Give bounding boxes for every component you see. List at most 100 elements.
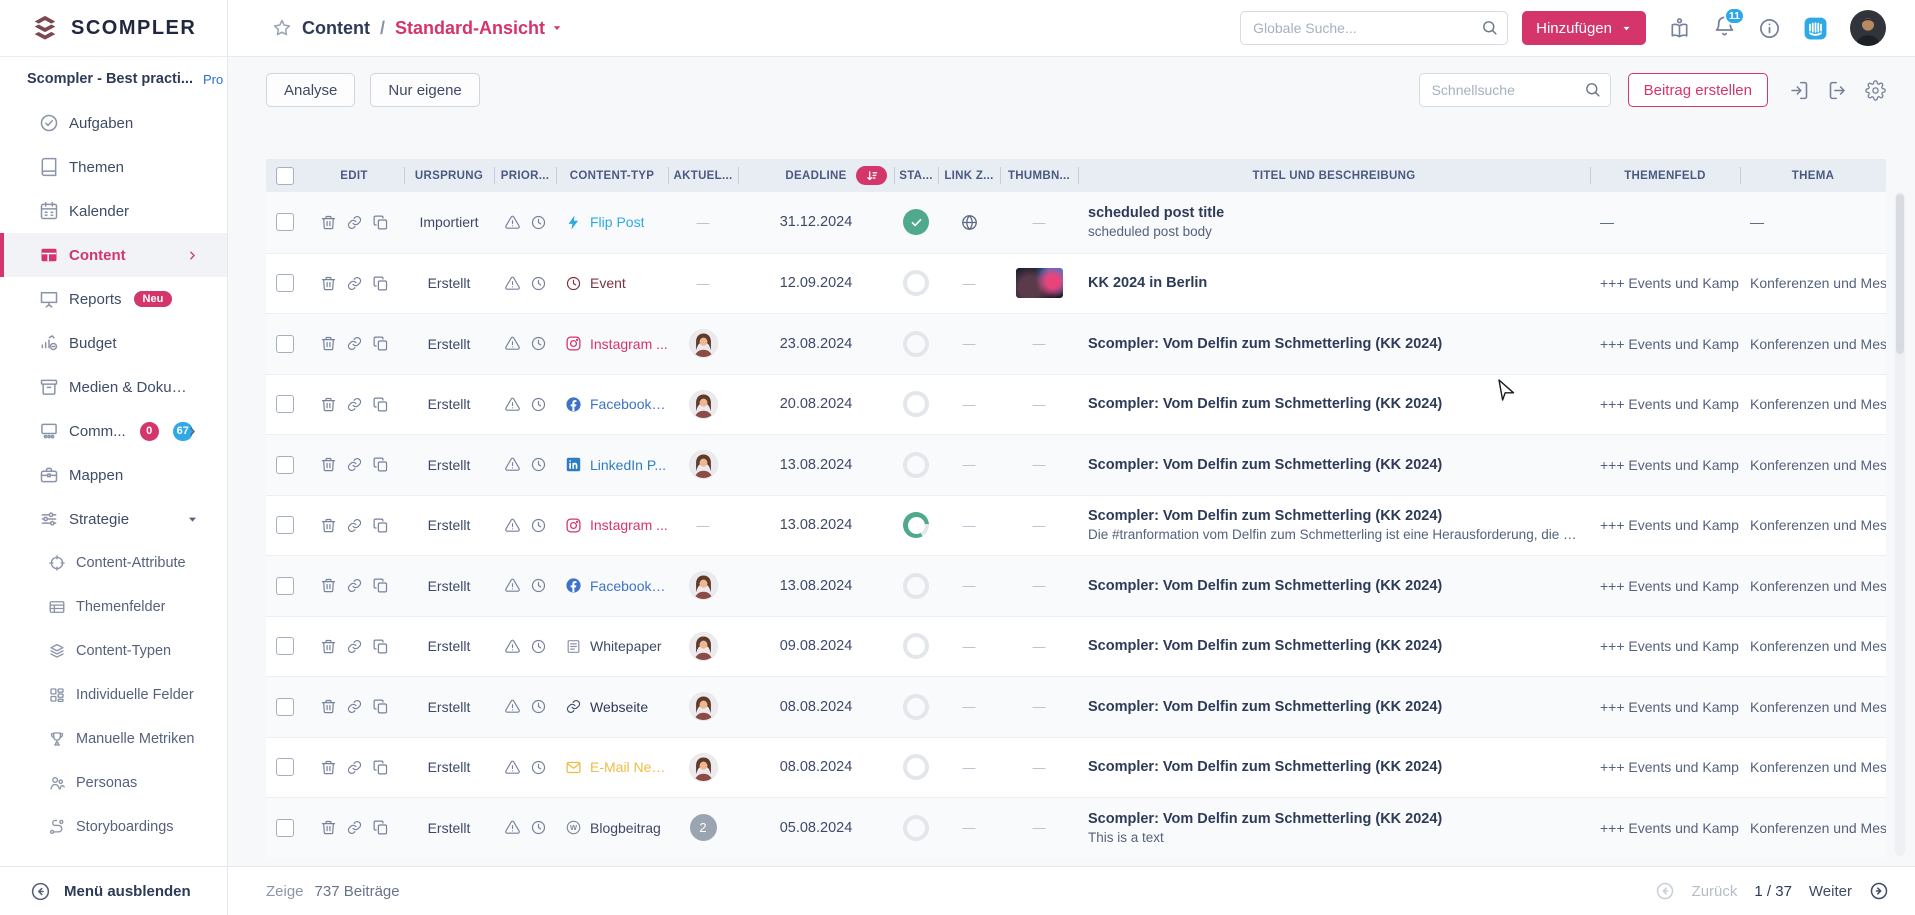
link-icon[interactable]	[346, 275, 363, 292]
notifications-button[interactable]: 11	[1713, 7, 1745, 42]
warning-triangle-icon[interactable]	[504, 275, 521, 292]
row-checkbox[interactable]	[276, 395, 294, 414]
warning-triangle-icon[interactable]	[504, 335, 521, 352]
table-row[interactable]: Erstellt E-Mail New... 08.08.2024 — — Sc…	[266, 736, 1886, 797]
duplicate-icon[interactable]	[372, 759, 389, 776]
status-indicator[interactable]	[903, 814, 929, 841]
sidebar-item-manuelle-metriken[interactable]: Manuelle Metriken	[0, 717, 227, 761]
select-all-checkbox[interactable]	[276, 166, 294, 185]
warning-triangle-icon[interactable]	[504, 638, 521, 655]
status-indicator[interactable]	[903, 693, 929, 720]
link-icon[interactable]	[346, 335, 363, 352]
sidebar-item-content-typen[interactable]: Content-Typen	[0, 629, 227, 673]
gear-icon[interactable]	[1865, 79, 1886, 101]
sidebar-item-mappen[interactable]: Mappen	[0, 453, 227, 497]
trash-icon[interactable]	[320, 819, 337, 836]
warning-triangle-icon[interactable]	[504, 577, 521, 594]
status-indicator[interactable]	[903, 451, 929, 478]
table-row[interactable]: Erstellt Whitepaper 09.08.2024 — — Scomp…	[266, 615, 1886, 677]
link-icon[interactable]	[346, 819, 363, 836]
table-row[interactable]: Erstellt Facebook A... 20.08.2024 — — Sc…	[266, 373, 1886, 434]
clock-icon[interactable]	[530, 456, 547, 473]
analyse-button[interactable]: Analyse	[266, 73, 356, 107]
clock-icon[interactable]	[530, 577, 547, 594]
export-icon[interactable]	[1827, 80, 1848, 101]
column-header-thema[interactable]: THEMA	[1740, 159, 1886, 192]
sort-descending-button[interactable]	[856, 166, 887, 185]
workspace-row[interactable]: Scompler - Best practi... Pro	[0, 57, 227, 101]
sidebar-item-themenfelder[interactable]: Themenfelder	[0, 585, 227, 629]
status-indicator[interactable]	[903, 391, 929, 418]
clock-icon[interactable]	[530, 638, 547, 655]
sidebar-item-aufgaben[interactable]: Aufgaben	[0, 101, 227, 145]
duplicate-icon[interactable]	[372, 638, 389, 655]
duplicate-icon[interactable]	[372, 577, 389, 594]
sidebar-item-reports[interactable]: Reports Neu	[0, 277, 227, 321]
trash-icon[interactable]	[320, 577, 337, 594]
link-icon[interactable]	[346, 396, 363, 413]
table-row[interactable]: Erstellt Webseite 08.08.2024 — — Scomple…	[266, 676, 1886, 737]
title-cell[interactable]: KK 2024 in Berlin	[1078, 254, 1590, 314]
duplicate-icon[interactable]	[372, 214, 389, 231]
table-row[interactable]: Erstellt Instagram ... 23.08.2024 — — Sc…	[266, 313, 1886, 374]
table-row[interactable]: Erstellt LinkedIn P... 13.08.2024 — — Sc…	[266, 434, 1886, 495]
search-icon[interactable]	[1584, 81, 1601, 98]
row-checkbox[interactable]	[276, 334, 294, 353]
title-cell[interactable]: Scompler: Vom Delfin zum Schmetterling (…	[1078, 617, 1590, 677]
column-header-ursprung[interactable]: URSPRUNG	[404, 159, 494, 192]
row-checkbox[interactable]	[276, 637, 294, 656]
trash-icon[interactable]	[320, 638, 337, 655]
title-cell[interactable]: Scompler: Vom Delfin zum Schmetterling (…	[1078, 798, 1590, 858]
warning-triangle-icon[interactable]	[504, 517, 521, 534]
scrollbar-thumb[interactable]	[1896, 194, 1904, 354]
row-checkbox[interactable]	[276, 697, 294, 716]
clock-icon[interactable]	[530, 275, 547, 292]
trash-icon[interactable]	[320, 456, 337, 473]
sidebar-item-themen[interactable]: Themen	[0, 145, 227, 189]
sidebar-item-kalender[interactable]: Kalender	[0, 189, 227, 233]
clock-icon[interactable]	[530, 396, 547, 413]
duplicate-icon[interactable]	[372, 335, 389, 352]
title-cell[interactable]: Scompler: Vom Delfin zum Schmetterling (…	[1078, 496, 1590, 556]
trash-icon[interactable]	[320, 335, 337, 352]
column-header-thumbnail[interactable]: THUMBN...	[1000, 159, 1078, 192]
link-icon[interactable]	[346, 638, 363, 655]
duplicate-icon[interactable]	[372, 275, 389, 292]
column-header-status[interactable]: STA...	[894, 159, 938, 192]
sidebar-item-storyboardings[interactable]: Storyboardings	[0, 805, 227, 849]
global-search-input[interactable]	[1240, 11, 1509, 45]
link-icon[interactable]	[346, 214, 363, 231]
status-indicator[interactable]	[903, 209, 929, 236]
table-row[interactable]: Erstellt Event — 12.09.2024 — KK 2024 in…	[266, 252, 1886, 314]
clock-icon[interactable]	[530, 335, 547, 352]
warning-triangle-icon[interactable]	[504, 819, 521, 836]
next-page-icon[interactable]	[1869, 881, 1889, 901]
row-checkbox[interactable]	[276, 274, 294, 293]
column-header-titel[interactable]: TITEL UND BESCHREIBUNG	[1078, 159, 1590, 192]
column-header-themenfeld[interactable]: THEMENFELD	[1590, 159, 1740, 192]
duplicate-icon[interactable]	[372, 698, 389, 715]
sidebar-item-community[interactable]: Comm... 0 67	[0, 409, 227, 453]
info-icon[interactable]	[1758, 17, 1781, 40]
sidebar-item-personas[interactable]: Personas	[0, 761, 227, 805]
status-indicator[interactable]	[903, 270, 929, 297]
table-row[interactable]: Erstellt W Blogbeitrag 2 05.08.2024 — — …	[266, 797, 1886, 858]
thumbnail-image[interactable]	[1015, 268, 1063, 299]
column-header-prior[interactable]: PRIOR...	[494, 159, 556, 192]
row-checkbox[interactable]	[276, 455, 294, 474]
collapse-menu-button[interactable]: Menü ausblenden	[0, 866, 227, 915]
clock-icon[interactable]	[530, 759, 547, 776]
import-icon[interactable]	[1789, 80, 1810, 101]
row-checkbox[interactable]	[276, 818, 294, 837]
view-selector[interactable]: Standard-Ansicht	[395, 18, 563, 39]
logo-row[interactable]: SCOMPLER	[0, 0, 227, 57]
clock-icon[interactable]	[530, 698, 547, 715]
user-avatar[interactable]	[1850, 10, 1886, 46]
status-indicator[interactable]	[903, 572, 929, 599]
status-indicator[interactable]	[903, 512, 929, 539]
nur-eigene-button[interactable]: Nur eigene	[370, 73, 480, 107]
link-icon[interactable]	[346, 698, 363, 715]
sidebar-item-budget[interactable]: Budget	[0, 321, 227, 365]
trash-icon[interactable]	[320, 275, 337, 292]
duplicate-icon[interactable]	[372, 456, 389, 473]
